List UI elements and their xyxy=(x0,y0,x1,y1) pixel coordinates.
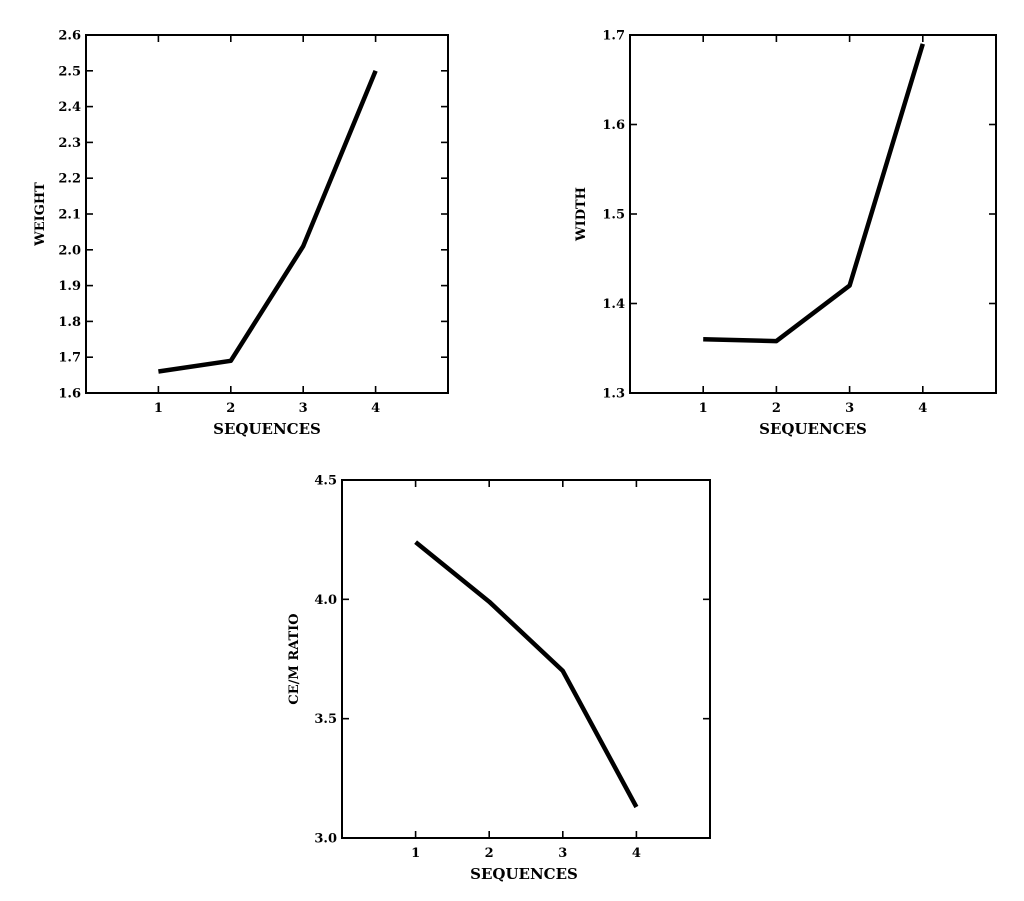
y-tick-label: 2.4 xyxy=(58,100,81,115)
series-line xyxy=(158,69,378,374)
y-tick-label: 2.5 xyxy=(58,64,81,79)
y-tick-label: 2.3 xyxy=(58,136,81,151)
x-tick-label: 3 xyxy=(558,846,567,861)
chart-panel-width: SEQUENCES WIDTH 1.3 1.4 1.5 1.6 1.7 1 2 3 4 xyxy=(574,29,997,438)
ticks-group: 1.6 1.7 1.8 1.9 2.0 2.1 2.2 2.3 2.4 2.5 2.6 1 2 3 4 xyxy=(58,29,448,416)
x-tick-label: 4 xyxy=(918,401,927,416)
y-tick-label: 1.4 xyxy=(602,297,625,312)
plot-frame xyxy=(341,479,711,839)
plot-frame xyxy=(629,34,997,394)
y-tick-label: 3.5 xyxy=(314,712,337,727)
x-tick-label: 2 xyxy=(226,401,235,416)
chart-panel-weight: SEQUENCES WEIGHT 1.6 1.7 1.8 1.9 2.0 2.1 2.2 2.… xyxy=(33,29,449,438)
x-axis-label: SEQUENCES xyxy=(759,420,867,438)
y-tick-label: 4.5 xyxy=(314,474,337,489)
series-line xyxy=(414,540,639,809)
chart-panel-cem-ratio: SEQUENCES CE/M RATIO 3.0 3.5 4.0 4.5 1 2 3 4 xyxy=(287,474,711,883)
y-tick-label: 1.6 xyxy=(58,387,81,402)
x-tick-label: 1 xyxy=(411,846,420,861)
x-tick-label: 2 xyxy=(485,846,494,861)
x-tick-label: 4 xyxy=(632,846,641,861)
y-tick-label: 1.5 xyxy=(602,208,625,223)
plot-frame xyxy=(85,34,449,394)
x-tick-label: 3 xyxy=(845,401,854,416)
series-line xyxy=(703,43,925,344)
y-tick-label: 4.0 xyxy=(314,593,337,608)
x-tick-label: 3 xyxy=(299,401,308,416)
x-tick-label: 1 xyxy=(154,401,163,416)
y-axis-label: WIDTH xyxy=(574,187,589,242)
y-tick-label: 1.6 xyxy=(602,118,625,133)
x-tick-label: 1 xyxy=(699,401,708,416)
x-axis-label: SEQUENCES xyxy=(213,420,321,438)
y-tick-label: 2.1 xyxy=(58,208,81,223)
y-tick-label: 1.3 xyxy=(602,387,625,402)
y-axis-label: WEIGHT xyxy=(33,182,48,247)
ticks-group: 1.3 1.4 1.5 1.6 1.7 1 2 3 4 xyxy=(602,29,996,416)
x-tick-label: 2 xyxy=(772,401,781,416)
x-tick-label: 4 xyxy=(371,401,380,416)
y-tick-label: 2.2 xyxy=(58,172,81,187)
x-axis-label: SEQUENCES xyxy=(470,865,578,883)
ticks-group: 3.0 3.5 4.0 4.5 1 2 3 4 xyxy=(314,474,710,861)
y-axis-label: CE/M RATIO xyxy=(287,613,302,704)
y-tick-label: 1.9 xyxy=(58,279,81,294)
y-tick-label: 2.6 xyxy=(58,29,81,44)
y-tick-label: 1.8 xyxy=(58,315,81,330)
y-tick-label: 2.0 xyxy=(58,243,81,258)
y-tick-label: 3.0 xyxy=(314,832,337,847)
y-tick-label: 1.7 xyxy=(58,351,81,366)
y-tick-label: 1.7 xyxy=(602,29,625,44)
